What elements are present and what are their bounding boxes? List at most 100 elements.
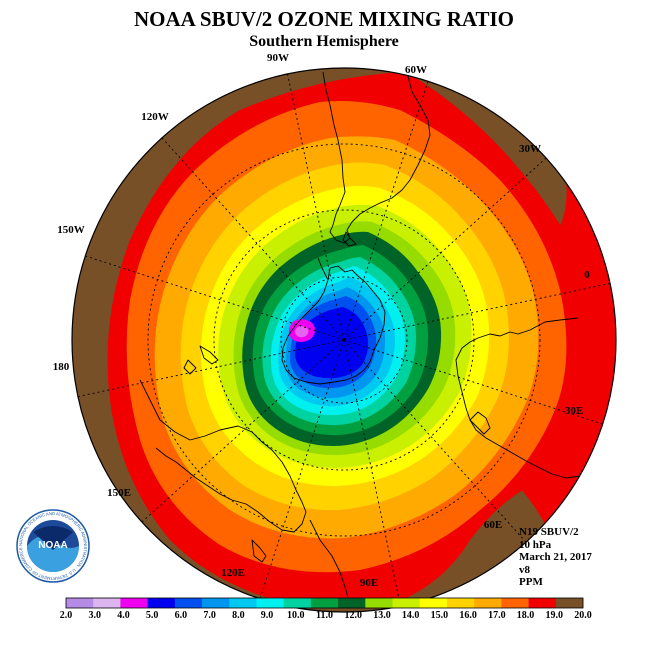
colorbar-swatch [419,598,448,608]
colorbar-tick-label: 6.0 [175,610,188,621]
antarctic-peninsula [317,257,329,281]
colorbar-tick-label: 20.0 [574,610,592,621]
antarctica-coast [281,265,386,385]
meridian-lines [77,73,611,607]
info-block: N19 SBUV/2 10 hPa March 21, 2017 v8 PPM [519,526,592,588]
ozone-contour-bands [107,70,616,608]
meridian-line [161,137,345,341]
colorbar-tick-label: 10.0 [287,610,305,621]
colorbar-swatch [93,598,121,608]
graticule [77,73,611,607]
longitude-label: 180 [53,361,70,373]
meridian-line [141,339,345,523]
south-america-coast [322,71,431,244]
colorbar-tick-label: 16.0 [459,610,477,621]
info-instrument: N19 SBUV/2 [519,526,579,538]
colorbar-tick-label: 12.0 [344,610,362,621]
colorbar-tick-label: 8.0 [232,610,245,621]
colorbar-tick-label: 4.0 [117,610,130,621]
meridian-line [343,339,603,425]
colorbar-swatch [446,598,475,608]
madagascar [469,411,491,435]
longitude-label: 150E [107,487,131,499]
colorbar: 2.0 3.0 4.0 5.0 6.0 7.0 8.0 9.0 10.0 11.0 12.0 13.0… [60,597,592,621]
meridian-line [343,157,547,341]
map-subtitle: Southern Hemisphere [249,33,398,50]
noaa-bird-icon [33,526,73,550]
colorbar-tick-label: 9.0 [261,610,274,621]
globe-border [71,67,617,613]
longitude-label: 30W [519,143,541,155]
latitude-ring-3 [147,143,541,537]
colorbar-swatch [120,598,148,608]
colorbar-tick-label: 13.0 [373,610,391,621]
longitude-labels: 90W 60W 30W 0 30E 60E 90E 120E 150E 180 150W 120W [53,52,591,589]
meridian-line [85,255,345,341]
tierra-del-fuego [342,231,357,247]
africa-coast [455,317,601,479]
colorbar-swatch [66,598,94,608]
colorbar-swatch [365,598,393,608]
longitude-label: 60W [405,64,427,76]
colorbar-tick-label: 5.0 [146,610,159,621]
noaa-logo: NOAA NATIONAL OCEANIC AND ATMOSPHERIC AD… [16,509,90,583]
colorbar-tick-label: 11.0 [316,610,333,621]
longitude-label: 120E [221,567,245,579]
colorbar-swatch [528,598,557,608]
meridian-line [259,339,345,599]
longitude-label: 30E [565,405,583,417]
colorbar-tick-label: 7.0 [203,610,216,621]
noaa-logo-text: NOAA [38,540,67,551]
latitude-ring-1 [280,276,408,404]
colorbar-swatch [474,598,502,608]
longitude-label: 60E [484,519,502,531]
colorbar-swatch [392,598,421,608]
longitude-label: 0 [584,269,590,281]
colorbar-tick-label: 19.0 [546,610,564,621]
indonesia-coast [309,519,351,607]
map-title: NOAA SBUV/2 OZONE MIXING RATIO [134,7,514,31]
colorbar-swatch [147,598,176,608]
info-level: 10 hPa [519,539,552,551]
info-date: March 21, 2017 [519,551,592,563]
colorbar-tick-label: 14.0 [402,610,420,621]
colorbar-swatch [501,598,529,608]
info-version: v8 [519,564,531,576]
coastlines [139,71,601,607]
colorbar-swatch [229,598,257,608]
colorbar-frame [65,597,584,609]
colorbar-swatch [174,598,203,608]
colorbar-tick-label: 15.0 [431,610,449,621]
polar-map [71,67,617,613]
colorbar-swatch [202,598,230,608]
noaa-logo-wave [27,536,79,572]
colorbar-swatch [555,598,584,608]
colorbar-tick-label: 17.0 [488,610,506,621]
colorbar-tick-label: 18.0 [517,610,535,621]
meridian-line [343,339,401,607]
australia-coast [139,379,307,533]
colorbar-swatch [310,598,339,608]
meridian-line [77,339,345,397]
longitude-label: 150W [57,224,85,236]
band-4-core [295,326,309,338]
colorbar-tick-label: 2.0 [60,610,73,621]
meridian-line [287,73,345,341]
latitude-ring-2 [213,209,475,471]
longitude-label: 120W [141,111,169,123]
new-zealand-south [183,359,197,375]
longitude-label: 90E [360,577,378,589]
new-zealand-north [199,345,219,365]
colorbar-swatch [283,598,312,608]
meridian-line [343,283,611,341]
longitude-label: 90W [267,52,289,64]
tasmania [251,539,267,563]
colorbar-swatch [338,598,366,608]
info-units: PPM [519,576,543,588]
meridian-line [343,81,429,341]
meridian-line [343,339,527,543]
colorbar-tick-label: 3.0 [88,610,101,621]
colorbar-swatch [256,598,284,608]
